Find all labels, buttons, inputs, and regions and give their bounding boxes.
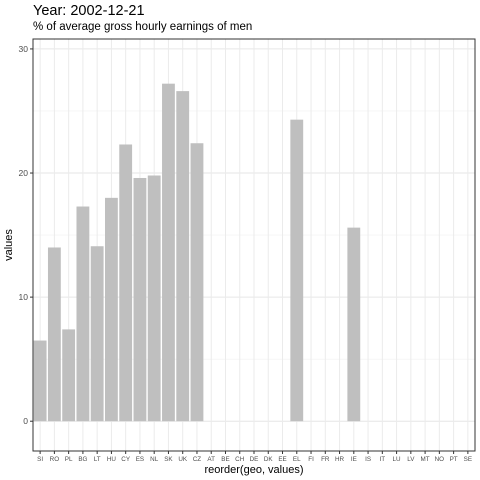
chart-title: Year: 2002-12-21: [33, 3, 145, 19]
y-axis-title: values: [3, 229, 15, 261]
x-tick-label: PT: [450, 456, 458, 463]
x-tick-label: RO: [50, 456, 60, 463]
x-tick-label: FI: [308, 456, 314, 463]
bar-CZ: [190, 143, 204, 422]
y-tick-label: 0: [23, 416, 28, 426]
y-tick-label: 30: [19, 44, 29, 54]
bar-UK: [176, 91, 190, 422]
x-tick-label: CH: [235, 456, 245, 463]
x-axis-title: reorder(geo, values): [204, 464, 303, 476]
x-tick-label: PL: [65, 456, 73, 463]
y-tick-label: 20: [19, 168, 29, 178]
bar-HU: [105, 197, 118, 422]
x-tick-label: DK: [264, 456, 274, 463]
y-tick-label: 10: [19, 292, 29, 302]
bar-LT: [90, 246, 104, 422]
bar-SI: [33, 340, 47, 422]
bar-PL: [62, 329, 76, 422]
x-tick-label: IS: [365, 456, 371, 463]
x-tick-label: SE: [464, 456, 472, 463]
bar-EL: [290, 119, 304, 422]
x-tick-label: CZ: [193, 456, 202, 463]
bar-CY: [119, 144, 133, 422]
x-tick-label: SI: [37, 456, 43, 463]
x-tick-label: HR: [335, 456, 345, 463]
x-tick-label: DE: [250, 456, 259, 463]
x-tick-label: SK: [164, 456, 173, 463]
x-tick-label: LU: [393, 456, 402, 463]
x-tick-label: BE: [221, 456, 229, 463]
x-tick-label: EL: [293, 456, 301, 463]
chart-subtitle: % of average gross hourly earnings of me…: [33, 21, 253, 33]
x-tick-label: CY: [121, 456, 131, 463]
bar-IE: [347, 227, 361, 422]
x-tick-label: MT: [421, 456, 430, 463]
x-tick-label: EE: [278, 456, 286, 463]
x-tick-label: NL: [150, 456, 159, 463]
x-tick-label: UK: [178, 456, 188, 463]
bar-ES: [133, 177, 147, 422]
bar-NL: [147, 175, 161, 422]
x-tick-label: NO: [435, 456, 445, 463]
x-tick-label: IT: [380, 456, 386, 463]
x-tick-label: LV: [407, 456, 415, 463]
x-tick-label: ES: [136, 456, 144, 463]
x-tick-label: HU: [107, 456, 117, 463]
x-tick-label: LT: [94, 456, 101, 463]
bars: [33, 83, 361, 422]
bar-SK: [162, 83, 175, 422]
bar-RO: [47, 247, 61, 422]
x-tick-label: BG: [78, 456, 87, 463]
axis-ticks: 0 10 20 30 SI RO PL BG LT HU CY ES NL SK UK CZ AT BE CH DE D…: [19, 44, 473, 463]
x-tick-label: FR: [321, 456, 330, 463]
x-tick-label: IE: [351, 456, 357, 463]
bar-BG: [76, 206, 90, 422]
x-tick-label: AT: [207, 456, 215, 463]
